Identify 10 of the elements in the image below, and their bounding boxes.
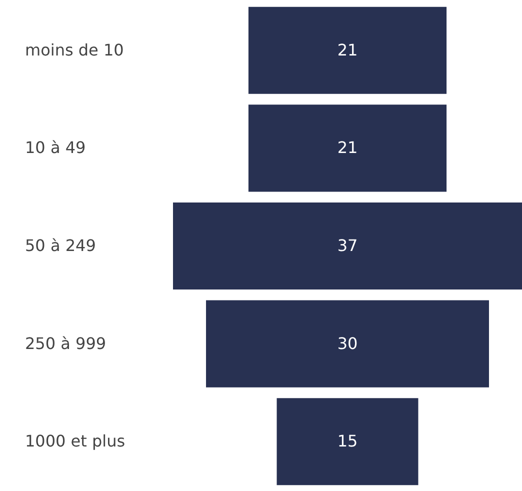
data-label: 21 <box>337 40 358 60</box>
category-label: 1000 et plus <box>25 432 126 451</box>
data-label: 37 <box>337 236 358 255</box>
category-label: 50 à 249 <box>25 236 96 255</box>
data-label: 30 <box>337 334 358 353</box>
category-label: moins de 10 <box>25 40 124 60</box>
data-label: 15 <box>337 432 358 451</box>
category-label: 10 à 49 <box>25 138 86 158</box>
data-label: 21 <box>337 138 358 158</box>
category-label: 250 à 999 <box>25 334 106 353</box>
